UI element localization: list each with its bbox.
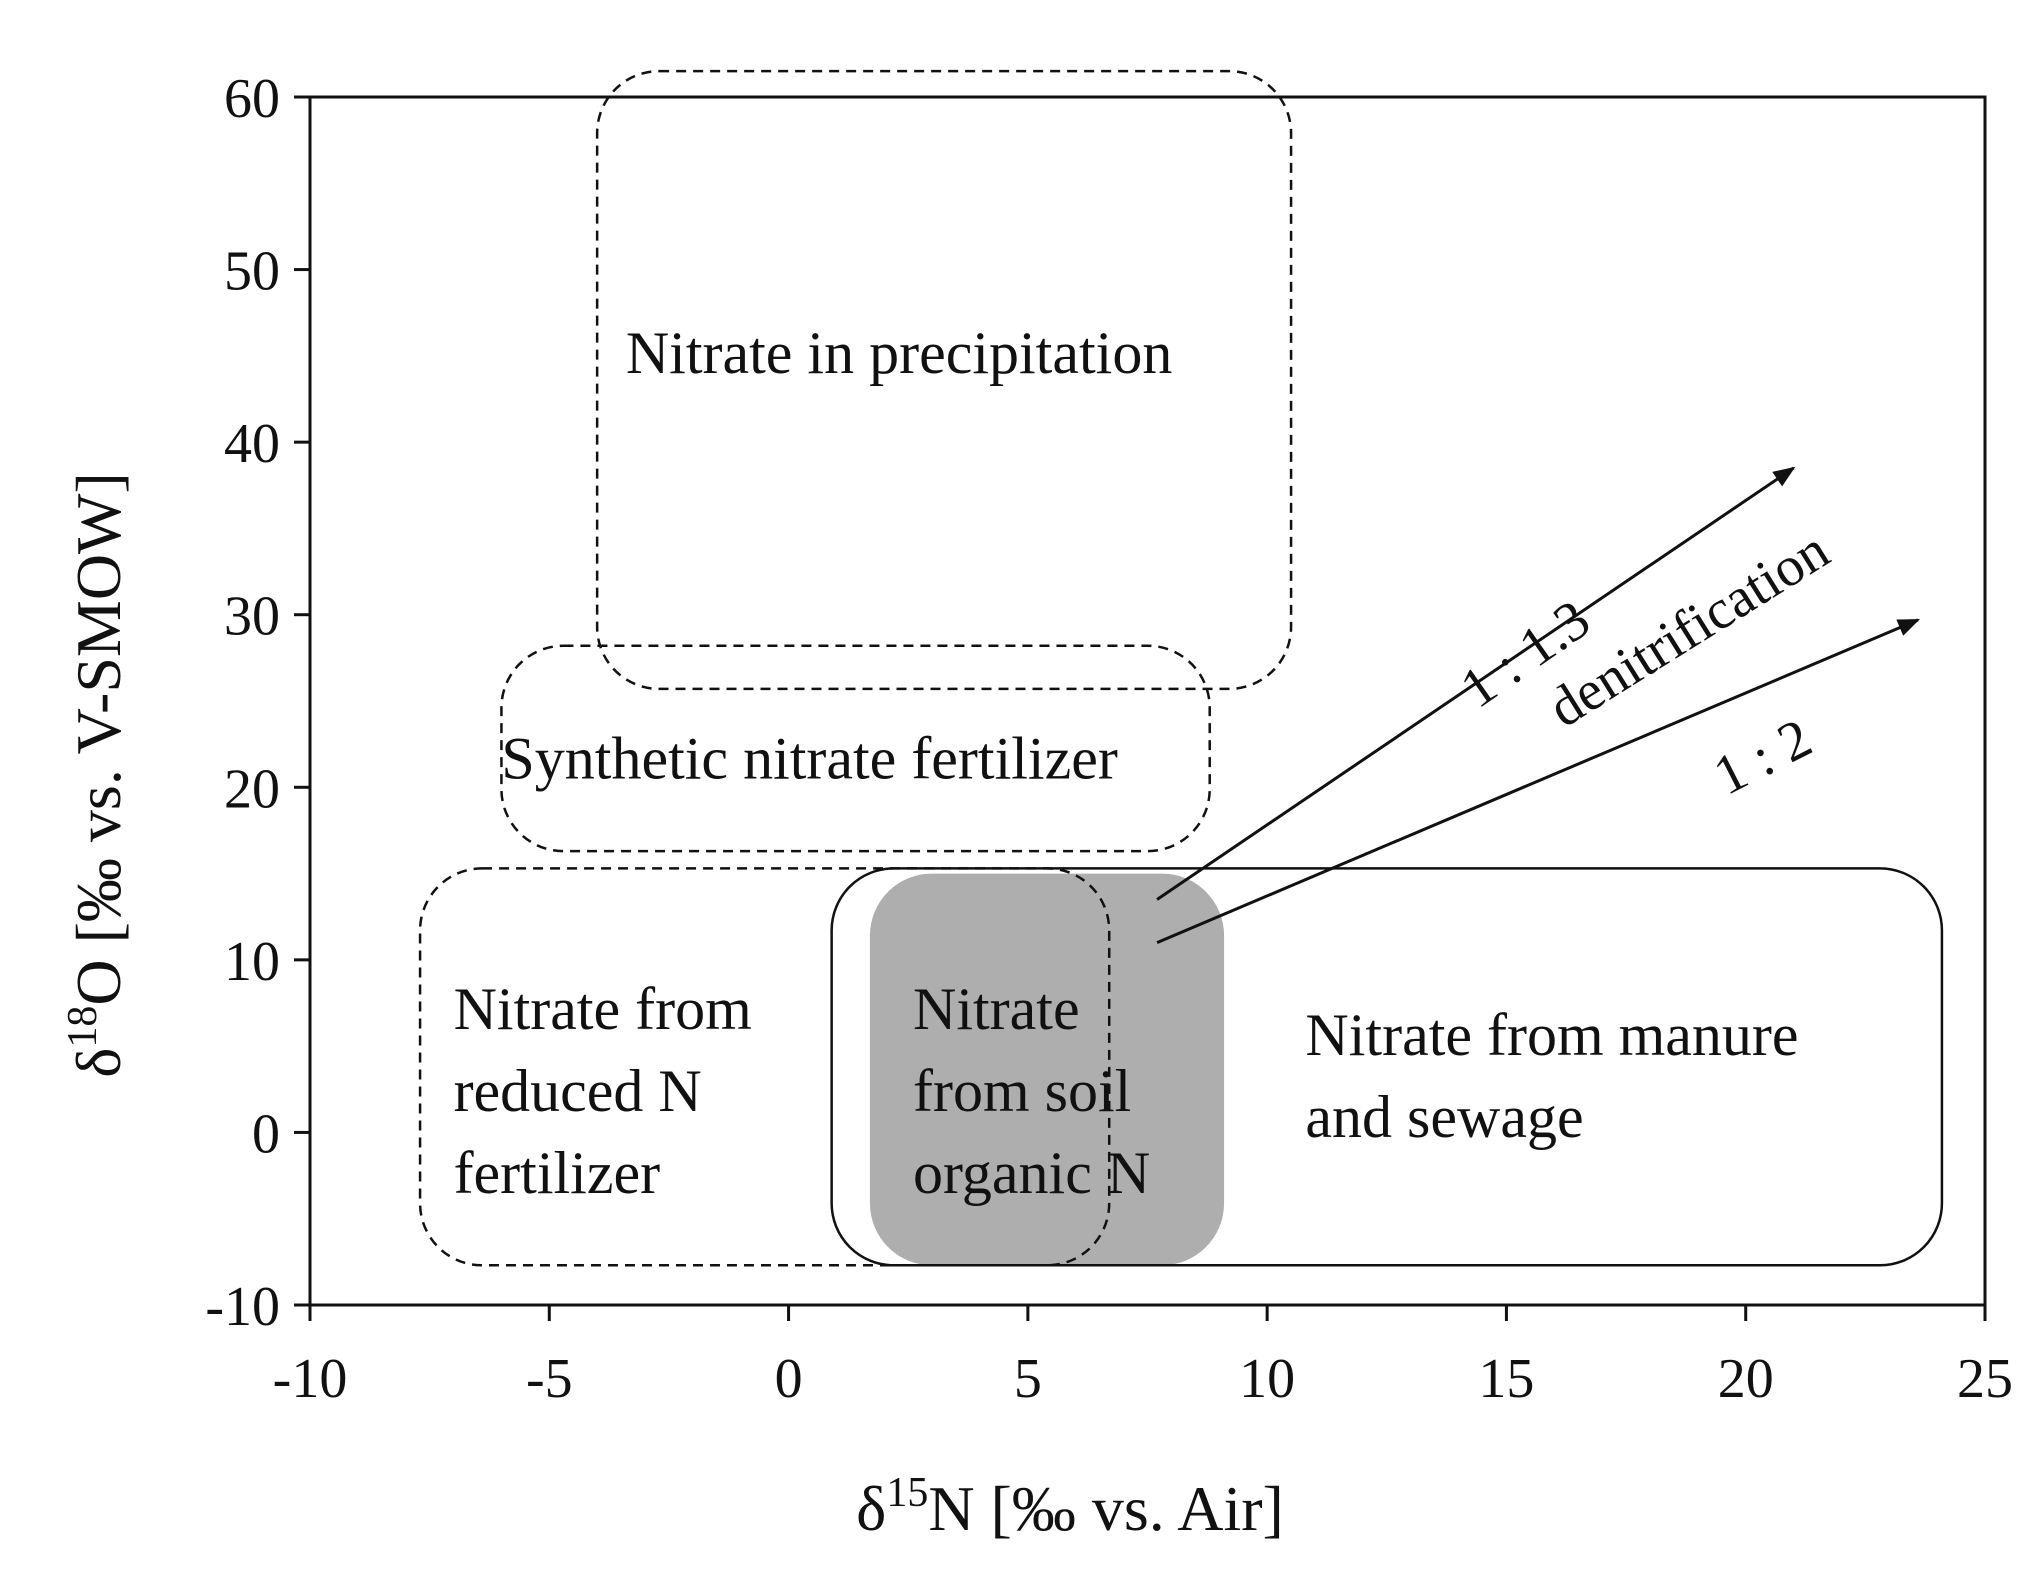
region-label: fertilizer xyxy=(454,1140,661,1206)
x-tick-label: 0 xyxy=(775,1348,803,1410)
y-tick-label: 40 xyxy=(224,413,280,475)
x-axis: -10 -5 0 5 10 15 20 25 xyxy=(273,1305,2013,1410)
x-tick-label: 25 xyxy=(1957,1348,2013,1410)
y-axis-title-prefix: δ xyxy=(63,1048,134,1078)
region-label: reduced N xyxy=(454,1058,702,1124)
region-label: and sewage xyxy=(1305,1084,1583,1150)
x-axis-title: δ15N [‰ vs. Air] xyxy=(856,1470,1284,1544)
arrow-1 xyxy=(1156,618,1921,944)
y-axis-title-superscript: 18 xyxy=(60,1006,106,1048)
y-axis-title-main: O [‰ vs. V-SMOW] xyxy=(63,472,134,1005)
y-tick-label: 0 xyxy=(252,1103,280,1165)
y-tick-label: 20 xyxy=(224,758,280,820)
region-label: Nitrate in precipitation xyxy=(626,320,1172,386)
y-axis-title: δ18O [‰ vs. V-SMOW] xyxy=(60,472,134,1078)
x-tick-label: -5 xyxy=(526,1348,573,1410)
y-tick-label: -10 xyxy=(205,1276,280,1338)
x-tick-label: -10 xyxy=(273,1348,348,1410)
x-tick-label: 5 xyxy=(1014,1348,1042,1410)
x-tick-label: 15 xyxy=(1478,1348,1534,1410)
region-3 xyxy=(830,867,1944,1267)
x-tick-label: 10 xyxy=(1239,1348,1295,1410)
region-label: Nitrate from xyxy=(454,976,752,1042)
region-4 xyxy=(869,873,1225,1266)
arrow-0 xyxy=(1156,466,1796,901)
y-tick-label: 10 xyxy=(224,931,280,993)
arrows-layer xyxy=(1156,466,1921,944)
regions-layer: Nitrate in precipitation Synthetic nitrat… xyxy=(418,69,1944,1267)
x-tick-label: 20 xyxy=(1718,1348,1774,1410)
region-1 xyxy=(500,644,1211,853)
y-tick-label: 30 xyxy=(224,586,280,648)
annotation-label: 1 : 2 xyxy=(1704,707,1821,807)
region-label: organic N xyxy=(913,1140,1150,1206)
region-2 xyxy=(418,867,1111,1267)
y-tick-label: 50 xyxy=(224,241,280,303)
x-axis-title-main: N [‰ vs. Air] xyxy=(928,1473,1284,1544)
x-axis-title-prefix: δ xyxy=(856,1473,886,1544)
region-label: from soil xyxy=(913,1058,1131,1124)
y-axis: -10 0 10 20 30 40 50 60 xyxy=(205,68,310,1338)
region-label: Nitrate xyxy=(913,976,1080,1042)
plot-frame xyxy=(308,95,1987,1307)
x-axis-title-superscript: 15 xyxy=(886,1470,928,1516)
y-tick-label: 60 xyxy=(224,68,280,130)
region-label: Nitrate from manure xyxy=(1305,1002,1798,1068)
region-label: Synthetic nitrate fertilizer xyxy=(501,726,1117,792)
